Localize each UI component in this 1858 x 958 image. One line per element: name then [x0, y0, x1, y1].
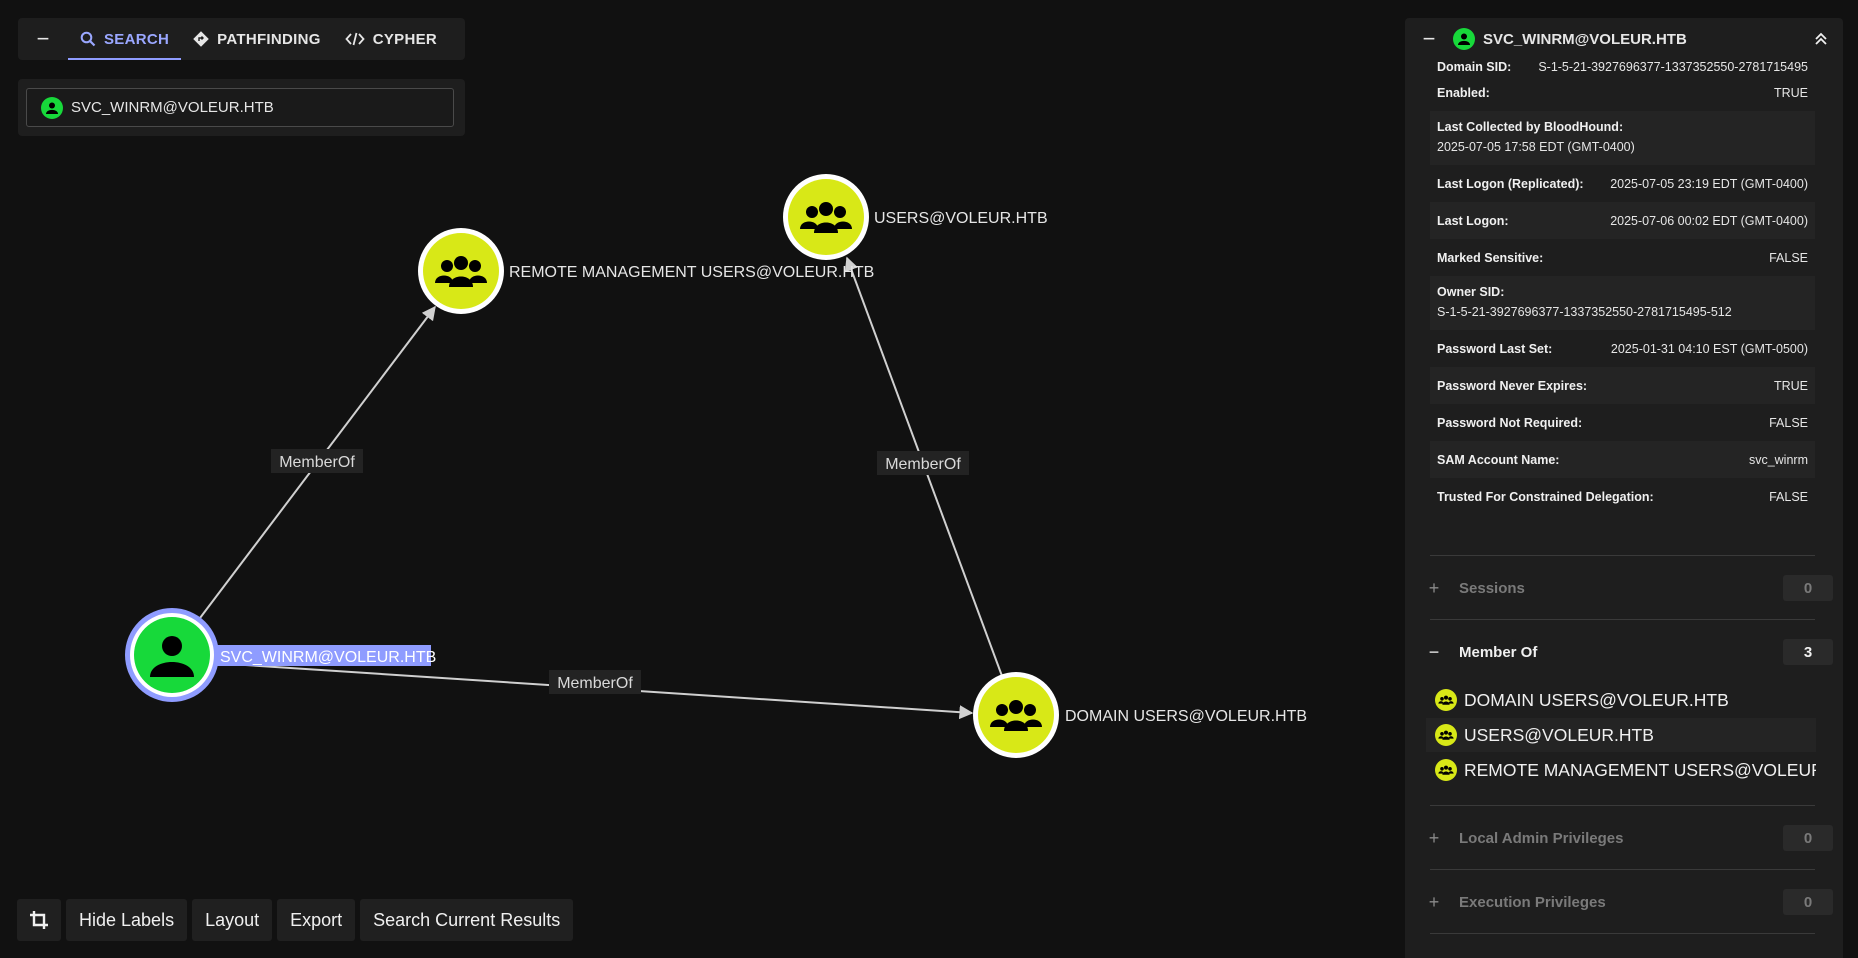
divider [1430, 869, 1815, 870]
node-label-users: USERS@VOLEUR.HTB [874, 210, 1048, 227]
section-count: 0 [1783, 825, 1833, 851]
prop-password-not-required: Password Not Required: FALSE [1437, 415, 1808, 430]
section-sessions[interactable]: + Sessions 0 [1423, 573, 1833, 603]
collapse-search-button[interactable]: − [36, 26, 50, 51]
entity-panel-body[interactable]: Domain SID: S-1-5-21-3927696377-13373525… [1405, 60, 1843, 958]
collapse-entity-panel-button[interactable]: − [1422, 26, 1436, 51]
member-of-item[interactable]: DOMAIN USERS@VOLEUR.HTB [1426, 683, 1816, 717]
member-of-label: REMOTE MANAGEMENT USERS@VOLEUR.... [1464, 759, 1816, 780]
tab-pathfinding[interactable]: PATHFINDING [181, 18, 333, 60]
member-of-label: DOMAIN USERS@VOLEUR.HTB [1464, 689, 1729, 710]
node-users[interactable] [783, 174, 869, 260]
section-label: Member Of [1459, 643, 1538, 661]
entity-title: SVC_WINRM@VOLEUR.HTB [1483, 30, 1687, 48]
section-count: 3 [1783, 639, 1833, 665]
tab-cypher[interactable]: CYPHER [333, 18, 449, 60]
divider [1430, 933, 1815, 934]
edge-label: MemberOf [885, 456, 961, 473]
prop-enabled: Enabled: TRUE [1437, 85, 1808, 100]
section-member-of[interactable]: − Member Of 3 [1423, 637, 1833, 667]
prop-last-logon: Last Logon: 2025-07-06 00:02 EDT (GMT-04… [1430, 202, 1815, 239]
member-of-item[interactable]: REMOTE MANAGEMENT USERS@VOLEUR.... [1426, 753, 1816, 787]
section-count: 0 [1783, 575, 1833, 601]
explore-tabs: − SEARCH PATHFINDING CYPHER [18, 18, 465, 60]
edge-svc-to-domain-users[interactable]: MemberOf [214, 662, 974, 720]
edge-label: MemberOf [279, 454, 355, 471]
prop-sam-account-name: SAM Account Name: svc_winrm [1430, 441, 1815, 478]
expand-icon: + [1428, 891, 1440, 912]
prop-password-last-set: Password Last Set: 2025-01-31 04:10 EST … [1437, 341, 1808, 356]
hide-labels-button[interactable]: Hide Labels [66, 899, 188, 941]
prop-trusted-constrained-delegation: Trusted For Constrained Delegation: FALS… [1437, 489, 1808, 504]
tab-label: PATHFINDING [217, 30, 321, 48]
section-local-admin-privileges[interactable]: + Local Admin Privileges 0 [1423, 823, 1833, 853]
node-label-remote-management-users: REMOTE MANAGEMENT USERS@VOLEUR.HTB [509, 264, 874, 281]
node-svc-winrm[interactable] [125, 608, 219, 702]
search-current-results-button[interactable]: Search Current Results [360, 899, 574, 941]
node-domain-users[interactable] [973, 672, 1059, 758]
collapse-icon: − [1428, 641, 1440, 662]
section-label: Execution Privileges [1459, 893, 1606, 911]
expand-icon: + [1428, 577, 1440, 598]
group-icon [1435, 759, 1457, 781]
divider [1430, 555, 1815, 556]
prop-marked-sensitive: Marked Sensitive: FALSE [1437, 250, 1808, 265]
edge-domain-users-to-users[interactable]: MemberOf [844, 256, 1003, 677]
search-input[interactable]: SVC_WINRM@VOLEUR.HTB [26, 88, 454, 127]
search-value: SVC_WINRM@VOLEUR.HTB [71, 99, 274, 116]
user-icon [41, 96, 63, 119]
section-label: Local Admin Privileges [1459, 829, 1624, 847]
selected-label-highlight [217, 645, 431, 666]
tab-search[interactable]: SEARCH [68, 18, 182, 60]
crop-icon [30, 911, 48, 929]
code-icon [345, 32, 365, 46]
graph-toolbar: Hide Labels Layout Export Search Current… [17, 899, 574, 941]
section-execution-privileges[interactable]: + Execution Privileges 0 [1423, 887, 1833, 917]
prop-last-logon-replicated: Last Logon (Replicated): 2025-07-05 23:1… [1437, 176, 1808, 191]
search-panel: SVC_WINRM@VOLEUR.HTB [18, 79, 465, 136]
prop-owner-sid: Owner SID: S-1-5-21-3927696377-133735255… [1430, 276, 1815, 330]
edge-svc-to-remote-mgmt[interactable]: MemberOf [199, 305, 436, 619]
layout-button[interactable]: Layout [192, 899, 273, 941]
group-icon [1435, 689, 1457, 711]
collapse-all-button[interactable] [1799, 32, 1843, 46]
node-remote-management-users[interactable] [418, 228, 504, 314]
pathfinding-icon [193, 31, 209, 47]
expand-icon: + [1428, 827, 1440, 848]
prop-password-never-expires: Password Never Expires: TRUE [1430, 367, 1815, 404]
divider [1430, 619, 1815, 620]
member-of-item[interactable]: USERS@VOLEUR.HTB [1426, 718, 1816, 752]
member-of-label: USERS@VOLEUR.HTB [1464, 724, 1654, 745]
crop-button[interactable] [17, 899, 61, 941]
export-button[interactable]: Export [277, 899, 356, 941]
tab-label: SEARCH [104, 30, 170, 48]
search-icon [80, 31, 96, 47]
tab-label: CYPHER [372, 30, 438, 48]
prop-last-collected: Last Collected by BloodHound: 2025-07-05… [1430, 111, 1815, 165]
divider [1430, 805, 1815, 806]
user-icon [1453, 28, 1475, 50]
group-icon [1435, 724, 1457, 746]
section-label: Sessions [1459, 579, 1525, 597]
node-label-domain-users: DOMAIN USERS@VOLEUR.HTB [1065, 708, 1307, 725]
graph-canvas[interactable]: MemberOf MemberOf MemberOf SVC_WINRM@VOL… [0, 0, 1400, 958]
section-count: 0 [1783, 889, 1833, 915]
edge-label: MemberOf [557, 675, 633, 692]
node-label-svc-winrm: SVC_WINRM@VOLEUR.HTB [220, 649, 436, 666]
entity-panel-header: − SVC_WINRM@VOLEUR.HTB [1405, 18, 1843, 60]
chevrons-up-icon [1815, 32, 1827, 45]
prop-domain-sid: Domain SID: S-1-5-21-3927696377-13373525… [1437, 60, 1808, 74]
